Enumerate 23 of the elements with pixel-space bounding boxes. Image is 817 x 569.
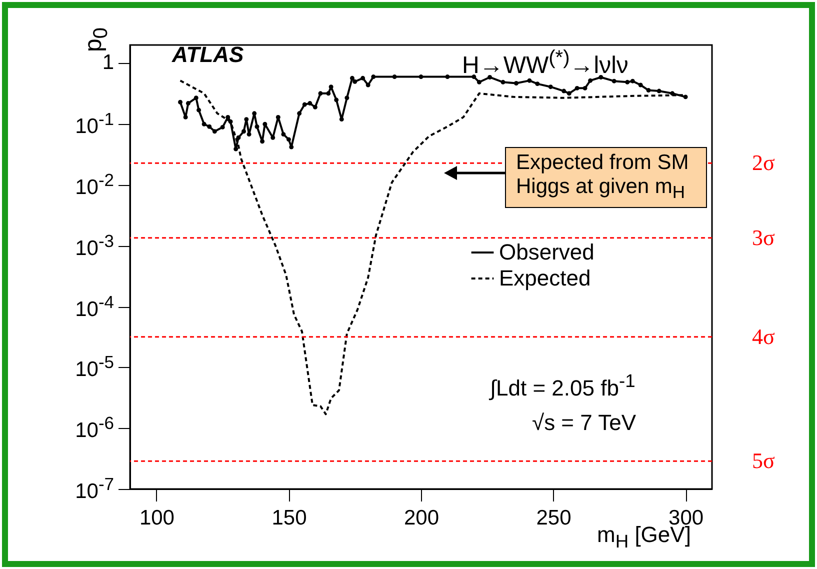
- x-tick-label: 200: [404, 506, 440, 530]
- legend-label: Observed: [499, 240, 594, 264]
- ref-line-label: 2σ: [752, 150, 775, 176]
- y-tick-label: 10$^{-4}$: [75, 292, 114, 322]
- ref-line-label: 4σ: [752, 324, 775, 349]
- x-tick-label: 250: [536, 506, 572, 530]
- annotation: √s = 7 TeV: [532, 410, 636, 436]
- x-tick-label: 150: [272, 506, 307, 530]
- y-tick-label: 10$^{-7}$: [75, 474, 114, 504]
- x-tick-label: 100: [139, 506, 174, 530]
- y-tick-label: 10$^{-5}$: [75, 352, 114, 382]
- y-tick-label: 10$^{-6}$: [75, 413, 114, 444]
- annotation: ∫Ldt = 2.05 fb$^{-1}$: [490, 370, 636, 402]
- legend-label: Expected: [499, 266, 591, 290]
- annotation: Expected from SM Higgs at given m$_{H}$: [505, 147, 707, 208]
- chart-title: H→WW$^{(*)}$→lνlν: [462, 47, 628, 80]
- y-tick-label: 10$^{-2}$: [75, 170, 114, 200]
- ref-line-label: 5σ: [752, 448, 775, 474]
- y-tick-label: 10$^{-1}$: [75, 109, 114, 140]
- y-tick-label: 10$^{-3}$: [75, 230, 114, 261]
- y-tick-label: 1: [102, 51, 114, 76]
- annotation: ATLAS: [172, 42, 244, 68]
- ref-line-label: 3σ: [752, 224, 775, 250]
